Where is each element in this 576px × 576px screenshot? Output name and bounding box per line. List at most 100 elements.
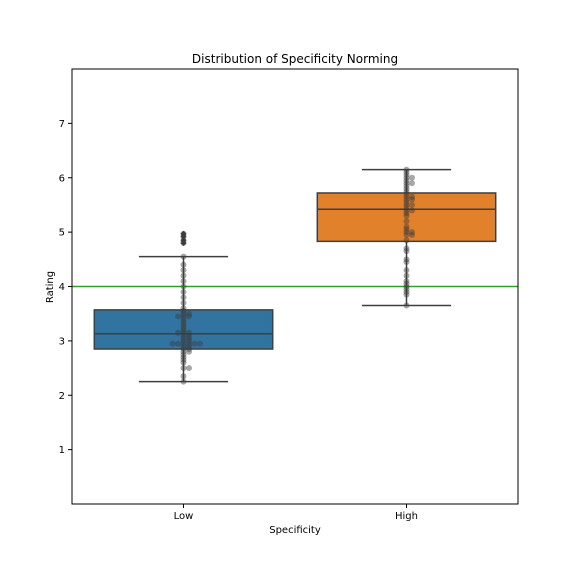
swarm-point — [409, 193, 415, 200]
swarm-point — [403, 259, 410, 266]
chart-title: Distribution of Specificity Norming — [192, 52, 398, 66]
swarm-point — [403, 291, 410, 298]
swarm-point — [180, 316, 187, 323]
swarm-point — [186, 337, 192, 344]
swarm-point — [180, 348, 187, 355]
swarm-point — [180, 299, 187, 306]
swarm-point — [403, 174, 410, 181]
swarm-point — [180, 354, 187, 361]
swarm-point — [175, 313, 181, 320]
swarm-point — [403, 201, 410, 208]
swarm-point — [409, 201, 415, 208]
y-tick-label: 3 — [59, 336, 65, 347]
swarm-point — [403, 191, 410, 198]
swarm-point — [403, 169, 410, 176]
swarm-point — [403, 199, 410, 206]
swarm-point — [180, 272, 187, 279]
swarm-point — [180, 332, 187, 339]
swarm-point — [403, 248, 410, 255]
swarm-point — [403, 288, 410, 295]
swarm-point — [403, 231, 410, 238]
swarm-point — [403, 177, 410, 184]
swarm-point — [403, 204, 410, 211]
swarm-point — [180, 324, 187, 331]
swarm-point — [180, 305, 187, 312]
x-axis-label: Specificity — [269, 525, 321, 536]
swarm-point — [180, 340, 187, 347]
swarm-point — [403, 212, 410, 219]
swarm-point — [403, 237, 410, 244]
swarm-point — [180, 321, 187, 328]
swarm-point — [180, 337, 187, 344]
swarm-point — [409, 207, 415, 214]
swarm-point — [403, 207, 410, 214]
swarm-point — [180, 267, 187, 274]
y-tick-label: 2 — [59, 391, 65, 402]
y-tick-label: 5 — [59, 228, 65, 239]
chart-marks — [72, 166, 518, 385]
swarm-point — [180, 307, 187, 314]
swarm-point — [180, 288, 187, 295]
y-tick-label: 6 — [59, 173, 65, 184]
swarm-point — [180, 359, 187, 366]
swarm-point — [403, 188, 410, 195]
swarm-point — [403, 245, 410, 252]
x-tick-label: High — [395, 511, 418, 522]
swarm-point — [180, 233, 187, 240]
swarm-point — [186, 332, 192, 339]
swarm-point — [409, 196, 415, 203]
swarm-point — [180, 365, 187, 372]
swarm-point — [403, 283, 410, 290]
swarm-point — [409, 229, 415, 236]
swarm-point — [180, 378, 187, 385]
y-tick-label: 7 — [59, 119, 65, 130]
swarm-point — [180, 329, 187, 336]
swarm-point — [186, 340, 192, 347]
swarm-point — [409, 180, 415, 187]
swarm-point — [169, 340, 176, 347]
swarm-point — [186, 365, 192, 372]
swarm-point — [175, 340, 181, 347]
swarm-point — [180, 310, 187, 317]
swarm-point — [186, 348, 192, 355]
swarm-point — [403, 226, 410, 233]
swarm-point — [403, 166, 410, 173]
swarm-point — [180, 278, 187, 285]
swarm-point — [180, 335, 187, 342]
y-axis-label: Rating — [45, 271, 56, 303]
swarm-point — [403, 218, 410, 225]
swarm-point — [191, 340, 198, 347]
swarm-point — [180, 318, 187, 325]
swarm-point — [403, 210, 410, 217]
y-tick-label: 4 — [59, 282, 65, 293]
swarm-point — [403, 185, 410, 192]
swarm-point — [186, 313, 192, 320]
swarm-point — [180, 346, 187, 353]
swarm-point — [186, 335, 192, 342]
swarm-point — [403, 180, 410, 187]
swarm-point — [197, 340, 203, 347]
plot-frame — [71, 68, 519, 505]
swarm-point — [403, 286, 410, 293]
swarm-point — [180, 343, 187, 350]
swarm-point — [180, 313, 187, 320]
swarm-point — [403, 229, 410, 236]
swarm-point — [180, 294, 187, 301]
swarm-point — [180, 356, 187, 363]
swarm-point — [180, 373, 187, 380]
swarm-point — [186, 310, 192, 317]
swarm-point — [409, 231, 415, 238]
swarm-point — [186, 346, 192, 353]
box-high — [316, 192, 497, 243]
swarm-point — [403, 272, 410, 279]
swarm-point — [186, 329, 192, 336]
swarm-point — [409, 174, 415, 181]
outlier-point — [180, 230, 187, 237]
swarm-point — [403, 302, 410, 309]
swarm-point — [403, 182, 410, 189]
swarm-point — [403, 172, 410, 179]
swarm-point — [175, 329, 181, 336]
swarm-point — [403, 223, 410, 230]
swarm-point — [180, 327, 187, 333]
